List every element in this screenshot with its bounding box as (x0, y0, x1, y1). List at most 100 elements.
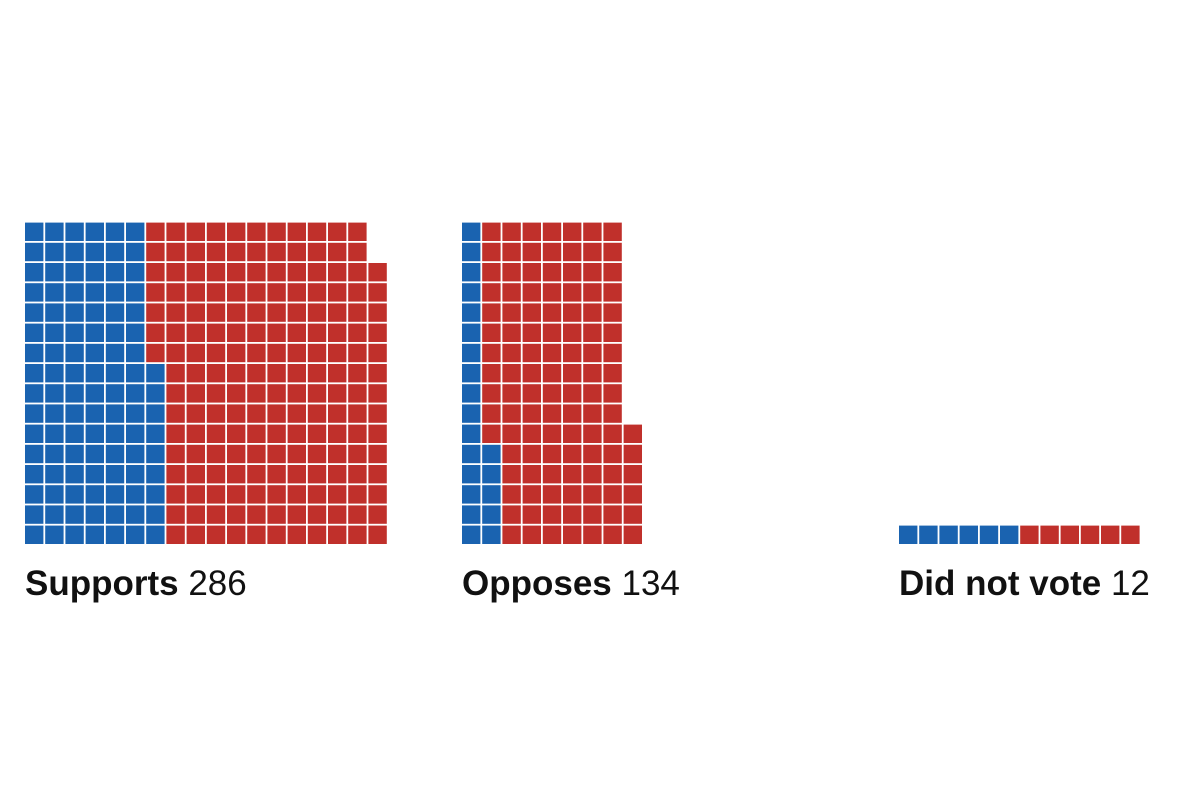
supports-red-cell (348, 364, 367, 383)
opposes-red-cell (542, 465, 562, 484)
supports-blue-cell (126, 343, 145, 363)
supports-red-cell (227, 283, 246, 302)
opposes-red-cell (522, 384, 541, 403)
supports-red-cell (267, 323, 286, 342)
supports-red-cell (166, 444, 185, 464)
opposes-blue-cell (462, 444, 481, 464)
supports-red-cell (227, 343, 246, 363)
supports-label: Supports 286 (25, 561, 247, 607)
supports-red-cell (227, 404, 246, 423)
did-not-vote-blue-cell (1000, 525, 1019, 544)
opposes-blue-cell (462, 222, 481, 241)
opposes-blue-cell (462, 364, 481, 383)
supports-red-cell (166, 404, 185, 423)
supports-red-cell (287, 485, 306, 504)
supports-red-cell (227, 222, 246, 241)
supports-red-cell (328, 465, 347, 484)
supports-red-cell (166, 384, 185, 403)
supports-red-cell (287, 404, 306, 423)
opposes-red-cell (522, 263, 541, 282)
opposes-red-cell (563, 485, 582, 504)
supports-blue-cell (85, 404, 104, 423)
opposes-red-cell (583, 222, 602, 241)
opposes-blue-cell (462, 283, 481, 302)
opposes-red-cell (502, 364, 521, 383)
supports-red-cell (186, 525, 205, 544)
opposes-red-cell (482, 283, 501, 302)
opposes-red-cell (482, 323, 501, 342)
opposes-red-cell (482, 384, 501, 403)
supports-red-cell (287, 303, 306, 322)
supports-red-cell (307, 283, 327, 302)
opposes-red-cell (583, 283, 602, 302)
supports-red-cell (328, 263, 347, 282)
supports-blue-cell (146, 485, 165, 504)
opposes-red-cell (542, 303, 562, 322)
supports-blue-cell (85, 222, 104, 241)
supports-red-cell (166, 283, 185, 302)
opposes-red-cell (542, 485, 562, 504)
supports-blue-cell (25, 465, 44, 484)
opposes-red-cell (563, 263, 582, 282)
opposes-red-cell (542, 263, 562, 282)
supports-red-cell (287, 364, 306, 383)
supports-red-cell (287, 384, 306, 403)
supports-red-cell (348, 404, 367, 423)
opposes-red-cell (583, 343, 602, 363)
supports-red-cell (247, 323, 266, 342)
supports-red-cell (267, 505, 286, 524)
opposes-red-cell (563, 343, 582, 363)
opposes-red-cell (502, 323, 521, 342)
supports-red-cell (227, 424, 246, 443)
supports-red-cell (206, 303, 226, 322)
opposes-red-cell (583, 485, 602, 504)
supports-red-cell (287, 242, 306, 262)
supports-blue-cell (126, 323, 145, 342)
supports-blue-cell (65, 424, 84, 443)
supports-red-cell (227, 303, 246, 322)
supports-red-cell (328, 222, 347, 241)
supports-red-cell (206, 444, 226, 464)
supports-red-cell (166, 323, 185, 342)
opposes-red-cell (603, 505, 622, 524)
supports-blue-cell (105, 364, 125, 383)
opposes-blue-cell (462, 323, 481, 342)
supports-blue-cell (25, 343, 44, 363)
supports-blue-cell (105, 404, 125, 423)
supports-red-cell (186, 404, 205, 423)
supports-blue-cell (65, 525, 84, 544)
opposes-red-cell (563, 444, 582, 464)
opposes-red-cell (623, 424, 642, 443)
supports-red-cell (166, 343, 185, 363)
supports-red-cell (348, 525, 367, 544)
supports-blue-cell (25, 424, 44, 443)
supports-red-cell (368, 404, 387, 423)
opposes-red-cell (502, 444, 521, 464)
supports-red-cell (186, 242, 205, 262)
opposes-red-cell (522, 465, 541, 484)
opposes-red-cell (542, 242, 562, 262)
supports-red-cell (368, 303, 387, 322)
opposes-red-cell (502, 343, 521, 363)
supports-blue-cell (105, 303, 125, 322)
supports-red-cell (227, 323, 246, 342)
did-not-vote-blue-cell (979, 525, 999, 544)
opposes-blue-cell (482, 525, 501, 544)
supports-waffle (25, 222, 387, 544)
opposes-blue-cell (462, 263, 481, 282)
supports-red-cell (328, 485, 347, 504)
supports-red-cell (267, 303, 286, 322)
supports-blue-cell (85, 343, 104, 363)
supports-blue-cell (65, 444, 84, 464)
supports-red-cell (146, 283, 165, 302)
supports-red-cell (227, 263, 246, 282)
supports-blue-cell (85, 364, 104, 383)
supports-red-cell (146, 323, 165, 342)
supports-red-cell (368, 263, 387, 282)
opposes-red-cell (623, 485, 642, 504)
supports-red-cell (186, 424, 205, 443)
supports-blue-cell (45, 444, 64, 464)
supports-red-cell (186, 384, 205, 403)
supports-blue-cell (45, 424, 64, 443)
supports-red-cell (206, 242, 226, 262)
